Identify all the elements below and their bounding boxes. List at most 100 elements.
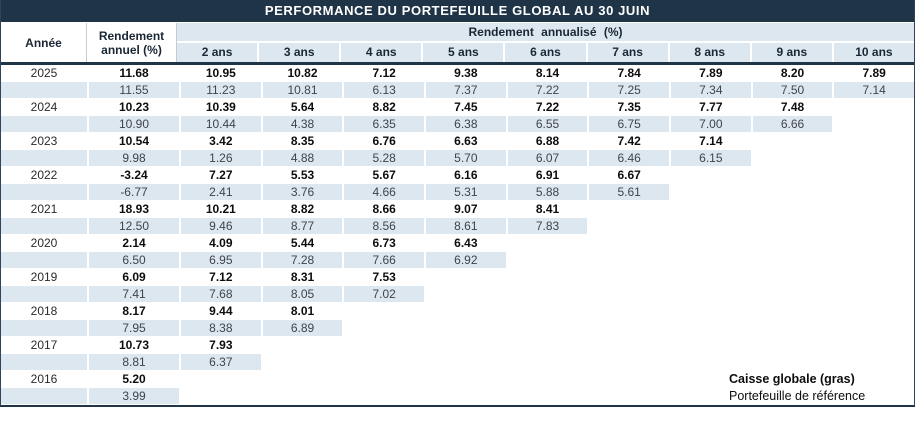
value-cell [344, 320, 424, 337]
value-cell: 8.35 [262, 133, 343, 150]
value-cell: 6.63 [425, 133, 506, 150]
value-cell [834, 167, 914, 184]
value-cell [507, 303, 588, 320]
value-cell: 7.68 [181, 286, 261, 303]
value-cell: 6.89 [262, 320, 343, 337]
value-cell [425, 286, 506, 303]
value-cell [670, 320, 751, 337]
value-cell: -3.24 [89, 167, 179, 184]
col-header-8-ans: 8 ans [669, 43, 750, 62]
value-cell: 11.55 [89, 82, 179, 99]
value-cell [589, 201, 669, 218]
value-cell: 8.82 [262, 201, 343, 218]
value-cell [670, 371, 751, 388]
value-cell [344, 388, 424, 405]
year-cell [1, 82, 87, 99]
value-cell: 5.67 [344, 167, 424, 184]
value-cell [425, 354, 506, 371]
value-cell [507, 252, 588, 269]
col-header-5-ans: 5 ans [423, 43, 504, 62]
value-cell [834, 218, 914, 235]
row-reference-2018: 7.95 8.38 6.89 [1, 320, 914, 337]
col-header-3-ans: 3 ans [259, 43, 340, 62]
value-cell: 6.91 [507, 167, 588, 184]
value-cell: 8.14 [507, 65, 588, 82]
value-cell: 7.48 [752, 99, 833, 116]
value-cell: 7.53 [344, 269, 424, 286]
value-cell [507, 388, 588, 405]
value-cell: 9.38 [425, 65, 506, 82]
value-cell: 7.95 [89, 320, 179, 337]
value-cell [589, 218, 669, 235]
value-cell [344, 371, 424, 388]
row-reference-2021: 12.50 9.46 8.77 8.56 8.61 7.83 [1, 218, 914, 235]
value-cell: 10.39 [181, 99, 261, 116]
value-cell [670, 252, 751, 269]
value-cell: 7.34 [670, 82, 751, 99]
value-cell [425, 388, 506, 405]
value-cell [752, 201, 833, 218]
value-cell: 7.84 [589, 65, 669, 82]
value-cell: 7.14 [834, 82, 914, 99]
value-cell: 10.95 [181, 65, 261, 82]
value-cell: 6.92 [425, 252, 506, 269]
col-header-rendement-annuel: Rendement annuel (%) [87, 23, 177, 62]
col-group-annualise: Rendement annualisé (%) 2 ans 3 ans 4 ans 5… [177, 23, 914, 62]
value-cell [834, 320, 914, 337]
row-reference-2024: 10.90 10.44 4.38 6.35 6.38 6.55 6.75 7.00 6.66 [1, 116, 914, 133]
value-cell [834, 303, 914, 320]
value-cell: 7.37 [425, 82, 506, 99]
value-cell [589, 286, 669, 303]
value-cell: 7.77 [670, 99, 751, 116]
col-header-2-ans: 2 ans [177, 43, 258, 62]
value-cell: 11.68 [89, 65, 179, 82]
value-cell [507, 354, 588, 371]
value-cell: 10.23 [89, 99, 179, 116]
value-cell [670, 388, 751, 405]
value-cell: 6.37 [181, 354, 261, 371]
value-cell [670, 167, 751, 184]
value-cell [752, 150, 833, 167]
table-body: 2025 11.68 10.95 10.82 7.12 9.38 8.14 7.84 7.89 8… [1, 65, 914, 405]
value-cell: 6.13 [344, 82, 424, 99]
value-cell [507, 235, 588, 252]
table-header: Année Rendement annuel (%) Rendement ann… [1, 23, 914, 65]
col-header-10-ans: 10 ans [833, 43, 914, 62]
value-cell: 7.28 [262, 252, 343, 269]
value-cell: 6.09 [89, 269, 179, 286]
value-cell [670, 269, 751, 286]
value-cell [670, 354, 751, 371]
value-cell: 8.82 [344, 99, 424, 116]
value-cell [834, 388, 914, 405]
value-cell: 3.99 [89, 388, 179, 405]
col-header-6-ans: 6 ans [505, 43, 586, 62]
value-cell: 7.12 [181, 269, 261, 286]
value-cell: 9.98 [89, 150, 179, 167]
value-cell [752, 133, 833, 150]
value-cell: 6.95 [181, 252, 261, 269]
value-cell: 12.50 [89, 218, 179, 235]
value-cell: 6.38 [425, 116, 506, 133]
value-cell: 7.42 [589, 133, 669, 150]
year-cell: 2016 [1, 371, 87, 388]
value-cell: 9.44 [181, 303, 261, 320]
value-cell: 7.14 [670, 133, 751, 150]
value-cell [589, 235, 669, 252]
value-cell: 8.38 [181, 320, 261, 337]
value-cell [589, 354, 669, 371]
value-cell: 7.27 [181, 167, 261, 184]
value-cell [752, 320, 833, 337]
year-cell: 2018 [1, 303, 87, 320]
value-cell [834, 201, 914, 218]
year-cell [1, 150, 87, 167]
year-cell: 2022 [1, 167, 87, 184]
value-cell: 10.73 [89, 337, 179, 354]
value-cell: 8.20 [752, 65, 833, 82]
year-cell: 2021 [1, 201, 87, 218]
value-cell: 6.66 [752, 116, 833, 133]
value-cell [344, 303, 424, 320]
value-cell: 5.28 [344, 150, 424, 167]
value-cell: 4.09 [181, 235, 261, 252]
value-cell: 6.15 [670, 150, 751, 167]
